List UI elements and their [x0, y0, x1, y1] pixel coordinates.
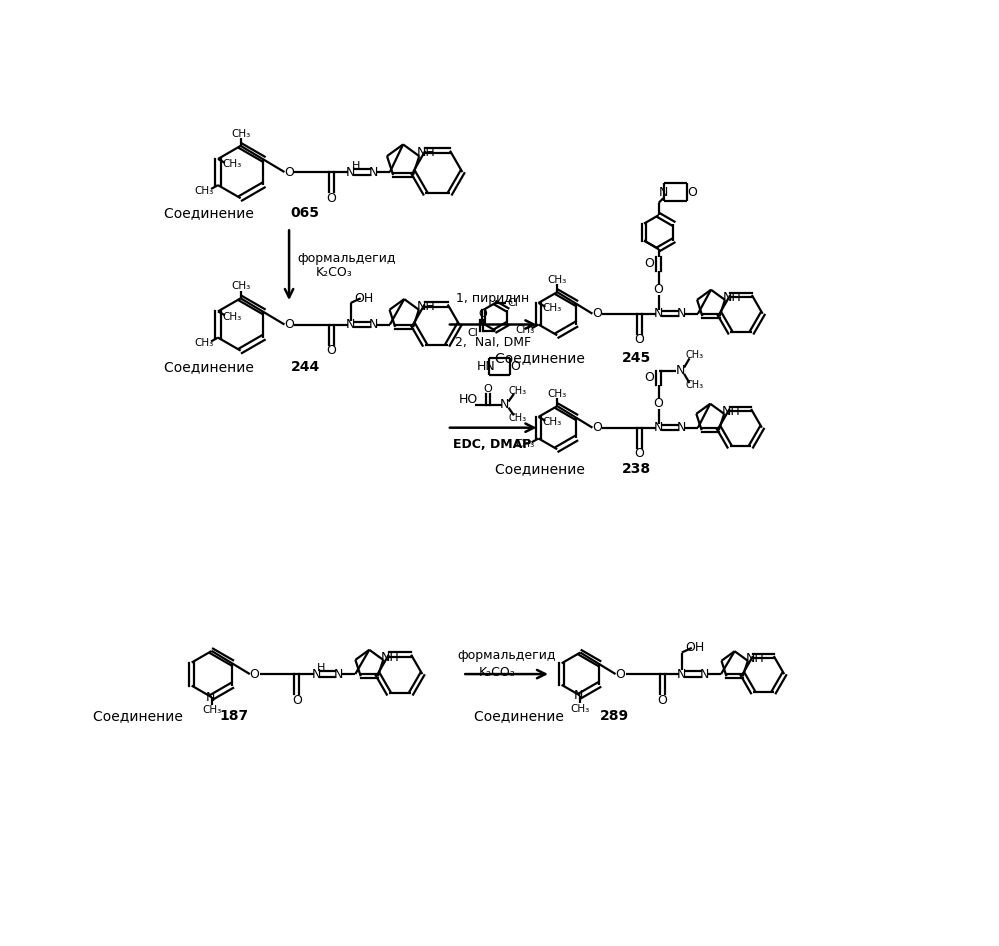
- Text: H: H: [318, 663, 326, 673]
- Text: CH₃: CH₃: [195, 338, 214, 348]
- Text: формальдегид: формальдегид: [298, 252, 396, 265]
- Text: O: O: [644, 257, 654, 271]
- Text: OH: OH: [685, 641, 704, 655]
- Text: CH₃: CH₃: [685, 380, 703, 391]
- Text: O: O: [592, 421, 602, 434]
- Text: O: O: [615, 668, 625, 680]
- Text: CH₃: CH₃: [222, 312, 242, 322]
- Text: NH: NH: [722, 290, 741, 304]
- Text: CH₃: CH₃: [508, 387, 526, 396]
- Text: N: N: [206, 691, 215, 704]
- Text: O: O: [634, 333, 644, 346]
- Text: N: N: [500, 398, 509, 412]
- Text: NH: NH: [417, 300, 436, 313]
- Text: CH₃: CH₃: [231, 129, 251, 138]
- Text: CH₃: CH₃: [547, 389, 566, 399]
- Text: CH₃: CH₃: [515, 324, 534, 335]
- Text: O: O: [653, 396, 663, 410]
- Text: CH₃: CH₃: [222, 159, 242, 169]
- Text: O: O: [687, 185, 697, 199]
- Text: CH₃: CH₃: [195, 185, 214, 196]
- Text: N: N: [676, 421, 685, 434]
- Text: CH₃: CH₃: [542, 304, 562, 313]
- Text: O: O: [284, 166, 294, 179]
- Text: CH₃: CH₃: [570, 704, 590, 713]
- Text: формальдегид: формальдегид: [457, 649, 555, 662]
- Text: N: N: [369, 318, 378, 331]
- Text: EDC, DMAP: EDC, DMAP: [454, 438, 531, 451]
- Text: O: O: [634, 447, 644, 461]
- Text: NH: NH: [721, 405, 740, 417]
- Text: O: O: [327, 192, 337, 204]
- Text: O: O: [592, 307, 602, 320]
- Text: Соединение: Соединение: [496, 463, 589, 476]
- Text: NH: NH: [417, 147, 436, 159]
- Text: O: O: [284, 318, 294, 331]
- Text: O: O: [657, 693, 667, 707]
- Text: Соединение: Соединение: [93, 710, 188, 724]
- Text: O: O: [510, 359, 520, 373]
- Text: O: O: [479, 308, 488, 319]
- Text: N: N: [654, 307, 663, 320]
- Text: Cl: Cl: [506, 298, 517, 308]
- Text: K₂CO₃: K₂CO₃: [316, 266, 352, 279]
- Text: Соединение: Соединение: [496, 351, 589, 365]
- Text: N: N: [654, 421, 663, 434]
- Text: N: N: [658, 185, 668, 199]
- Text: CH₃: CH₃: [542, 417, 562, 428]
- Text: HO: HO: [459, 393, 478, 406]
- Text: N: N: [574, 689, 583, 702]
- Text: Cl: Cl: [467, 328, 478, 338]
- Text: N: N: [346, 318, 356, 331]
- Text: N: N: [677, 668, 686, 680]
- Text: 245: 245: [621, 351, 651, 365]
- Text: N: N: [346, 166, 356, 179]
- Text: HN: HN: [477, 359, 496, 373]
- Text: CH₃: CH₃: [547, 275, 566, 285]
- Text: 065: 065: [291, 206, 320, 219]
- Text: O: O: [292, 693, 302, 707]
- Text: Соединение: Соединение: [164, 359, 259, 374]
- Text: 289: 289: [600, 710, 629, 724]
- Text: 2,  NaI, DMF: 2, NaI, DMF: [456, 337, 531, 349]
- Text: CH₃: CH₃: [515, 439, 534, 448]
- Text: 1, пиридин: 1, пиридин: [457, 291, 529, 305]
- Text: NH: NH: [745, 652, 764, 665]
- Text: N: N: [334, 668, 343, 680]
- Text: O: O: [484, 384, 493, 394]
- Text: 187: 187: [220, 710, 249, 724]
- Text: Соединение: Соединение: [474, 710, 567, 724]
- Text: H: H: [352, 161, 361, 171]
- Text: NH: NH: [381, 651, 400, 663]
- Text: CH₃: CH₃: [202, 706, 222, 715]
- Text: CH₃: CH₃: [685, 349, 703, 359]
- Text: CH₃: CH₃: [231, 281, 251, 291]
- Text: O: O: [644, 371, 654, 384]
- Text: N: N: [675, 364, 685, 377]
- Text: O: O: [653, 283, 663, 295]
- Text: Соединение: Соединение: [164, 206, 259, 219]
- Text: N: N: [312, 668, 321, 680]
- Text: O: O: [327, 344, 337, 358]
- Text: K₂CO₃: K₂CO₃: [479, 666, 515, 679]
- Text: O: O: [250, 668, 260, 680]
- Text: 238: 238: [621, 463, 650, 476]
- Text: OH: OH: [354, 291, 374, 305]
- Text: N: N: [369, 166, 378, 179]
- Text: 244: 244: [291, 359, 320, 374]
- Text: N: N: [699, 668, 708, 680]
- Text: N: N: [676, 307, 685, 320]
- Text: CH₃: CH₃: [508, 412, 526, 423]
